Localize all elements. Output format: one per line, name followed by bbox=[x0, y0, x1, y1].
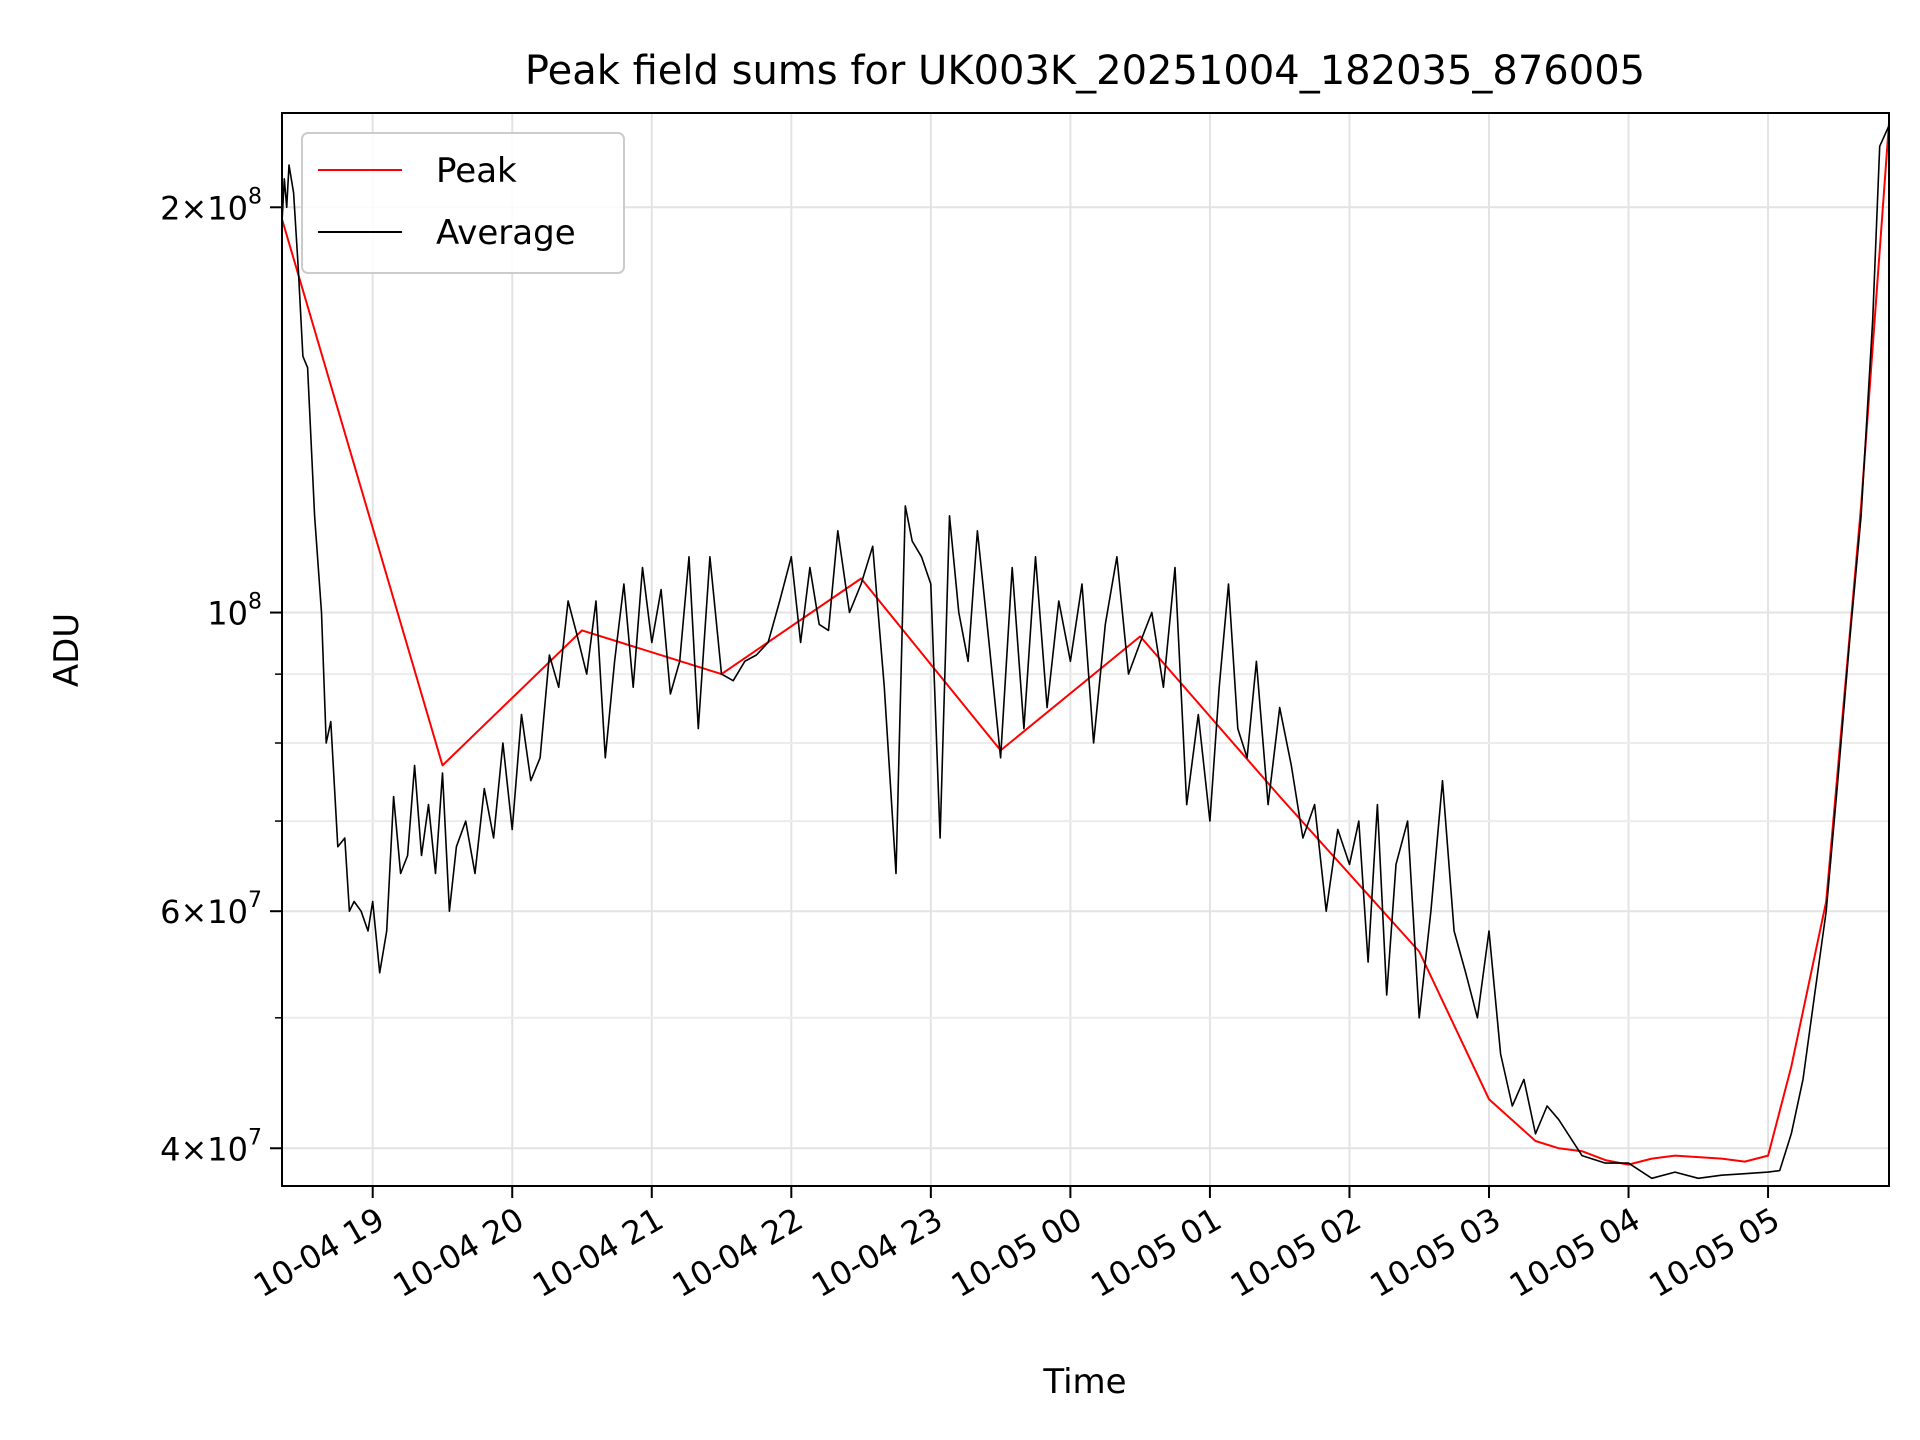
series-line-peak bbox=[281, 122, 1890, 1166]
y-tick-label: 108 bbox=[207, 590, 262, 633]
plot-series bbox=[281, 122, 1890, 1180]
legend-label-average: Average bbox=[436, 213, 576, 253]
x-axis-label: Time bbox=[1042, 1362, 1126, 1402]
legend-box bbox=[301, 132, 625, 274]
series-line-average bbox=[281, 125, 1890, 1180]
chart-title: Peak field sums for UK003K_20251004_1820… bbox=[525, 48, 1645, 94]
y-axis: 4×107 6×107 108 2×108 bbox=[160, 184, 282, 1168]
y-tick-label: 2×108 bbox=[160, 184, 262, 227]
legend-label-peak: Peak bbox=[436, 151, 517, 191]
y-tick-label: 6×107 bbox=[160, 888, 262, 931]
plot-frame bbox=[281, 112, 1890, 1187]
y-axis-label: ADU bbox=[47, 613, 87, 687]
grid-lines bbox=[282, 113, 1889, 1186]
y-tick-label: 4×107 bbox=[160, 1125, 262, 1168]
legend: Peak Average bbox=[301, 132, 625, 274]
